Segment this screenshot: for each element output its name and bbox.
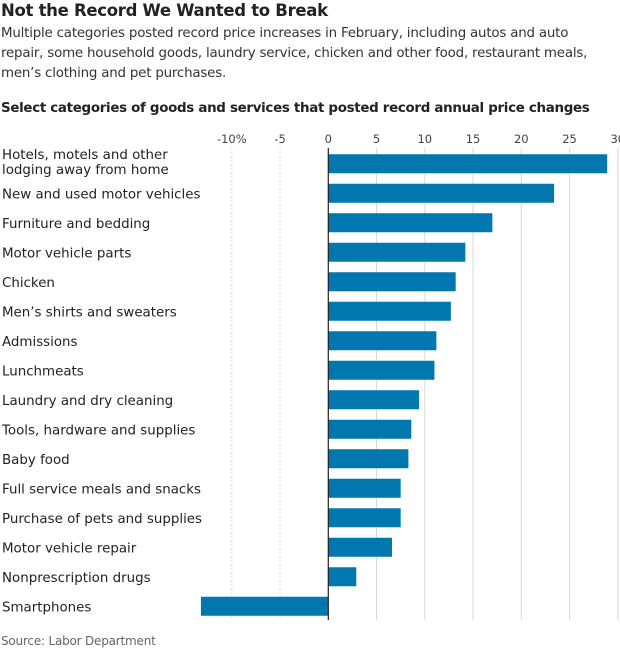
category-label-line: Chicken (2, 276, 55, 291)
category-label: New and used motor vehicles (2, 187, 201, 202)
bar (328, 567, 357, 587)
category-label-line: Motor vehicle repair (2, 541, 137, 556)
x-tick-label: 25 (562, 132, 577, 146)
x-tick-label: -10% (217, 132, 247, 146)
chart-heading: Select categories of goods and services … (1, 101, 590, 116)
source-note: Source: Labor Department (1, 634, 156, 648)
category-label-line: Purchase of pets and supplies (2, 512, 202, 527)
category-label-line: Men’s shirts and sweaters (2, 305, 177, 320)
category-label: Hotels, motels and other lodging away fro… (2, 148, 169, 178)
category-label: Baby food (2, 453, 70, 468)
chart-subtitle: Multiple categories posted record price … (1, 26, 588, 81)
category-label: Furniture and bedding (2, 217, 150, 232)
x-tick-label: 30 (610, 132, 620, 146)
category-label: Chicken (2, 276, 55, 291)
bar (328, 449, 409, 469)
category-label-line: Lunchmeats (2, 364, 84, 379)
bar (328, 301, 451, 321)
category-label-line: Full service meals and snacks (2, 482, 201, 497)
bar (328, 508, 401, 528)
bar (328, 360, 435, 380)
bar (328, 419, 412, 439)
category-label: Full service meals and snacks (2, 482, 201, 497)
category-label: Nonprescription drugs (2, 571, 151, 586)
category-label: Admissions (2, 335, 78, 350)
category-label-line: Hotels, motels and other (2, 148, 168, 163)
chart-title: Not the Record We Wanted to Break (1, 1, 328, 20)
category-label: Lunchmeats (2, 364, 84, 379)
category-label: Tools, hardware and supplies (1, 423, 195, 438)
bar (328, 537, 392, 557)
category-label-line: lodging away from home (2, 163, 169, 178)
category-label-line: Baby food (2, 453, 70, 468)
category-label: Motor vehicle parts (2, 246, 131, 261)
category-label: Purchase of pets and supplies (2, 512, 202, 527)
bar (200, 596, 329, 616)
bar (328, 390, 420, 410)
x-tick-label: -5 (274, 132, 285, 146)
category-label-line: Motor vehicle parts (2, 246, 131, 261)
bar (328, 183, 555, 203)
category-label-line: New and used motor vehicles (2, 187, 201, 202)
bar (328, 478, 401, 498)
category-label: Men’s shirts and sweaters (2, 305, 177, 320)
bar (328, 154, 608, 174)
x-tick-label: 0 (325, 132, 332, 146)
category-label-line: Admissions (2, 335, 78, 350)
category-label: Laundry and dry cleaning (2, 394, 173, 409)
category-label: Motor vehicle repair (2, 541, 137, 556)
category-label: Smartphones (2, 600, 91, 615)
bar (328, 213, 493, 233)
bar (328, 272, 456, 292)
category-label-line: Laundry and dry cleaning (2, 394, 173, 409)
category-label-line: Nonprescription drugs (2, 571, 151, 586)
category-label-line: Furniture and bedding (2, 217, 150, 232)
bar (328, 242, 466, 262)
x-tick-label: 20 (514, 132, 529, 146)
bar (328, 331, 437, 351)
category-label-line: Tools, hardware and supplies (1, 423, 195, 438)
x-tick-label: 5 (373, 132, 380, 146)
category-label-line: Smartphones (2, 600, 91, 615)
x-tick-label: 15 (466, 132, 481, 146)
x-tick-label: 10 (417, 132, 432, 146)
